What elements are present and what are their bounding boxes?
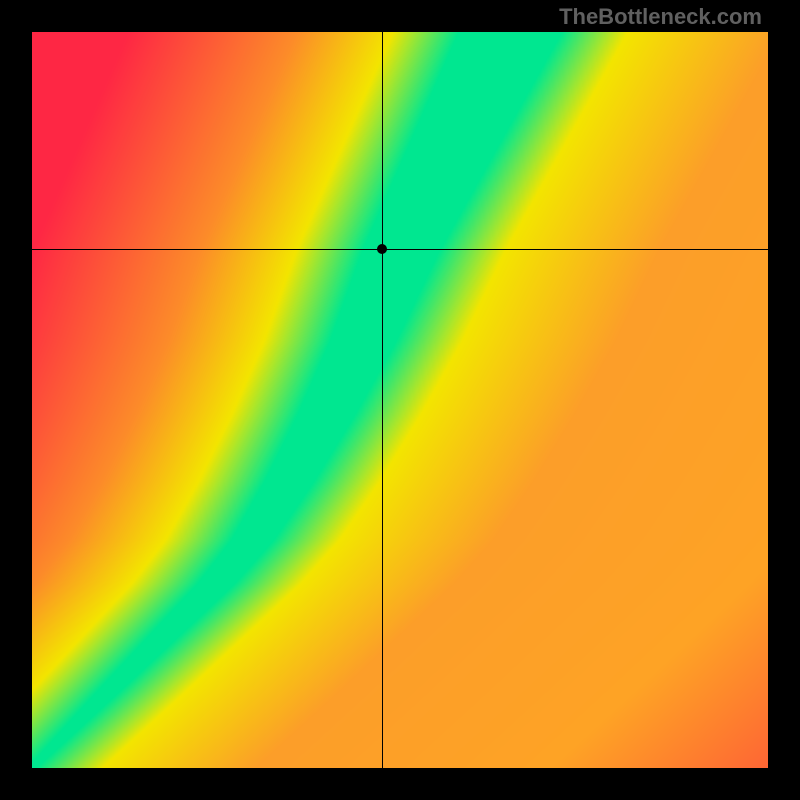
crosshair-horizontal [32,249,768,250]
bottleneck-heatmap [32,32,768,768]
crosshair-marker [377,244,387,254]
heatmap-canvas [32,32,768,768]
watermark-text: TheBottleneck.com [559,4,762,30]
crosshair-vertical [382,32,383,768]
